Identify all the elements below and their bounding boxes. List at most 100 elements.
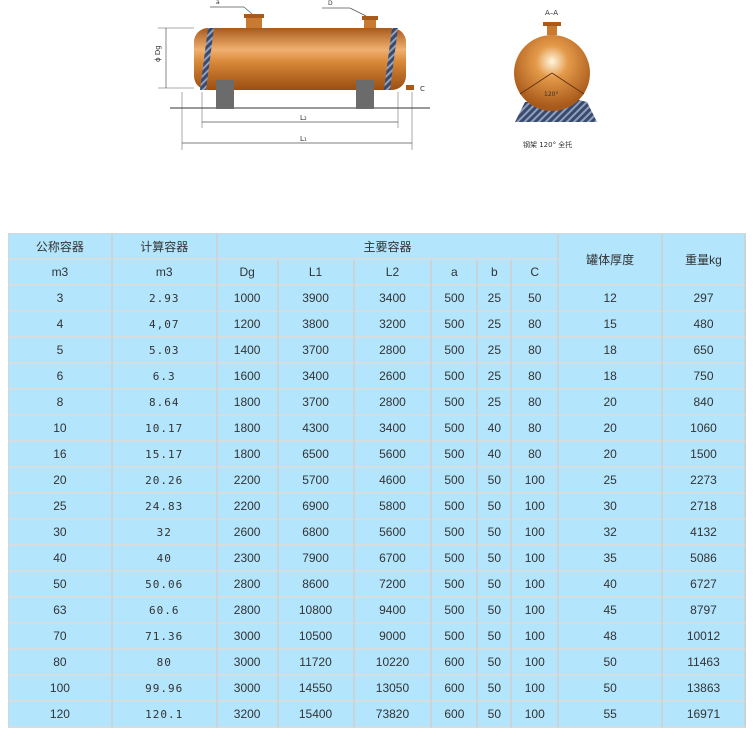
cell-l1: 3700 xyxy=(278,390,355,416)
table-row: 50 50.06 2800 8600 7200 500 50 100 40 6727 xyxy=(9,572,746,598)
cell-calc: 2.93 xyxy=(112,286,218,312)
section-caption: 钢架 120° 全托 xyxy=(523,140,572,149)
cell-calc: 6.3 xyxy=(112,364,218,390)
header-row-2: m3 m3 Dg L1 L2 a b C xyxy=(9,260,746,286)
cell-l2: 5600 xyxy=(354,442,433,468)
cell-weight: 2718 xyxy=(663,494,746,520)
cell-calc: 5.03 xyxy=(112,338,218,364)
cell-thickness: 50 xyxy=(559,676,664,702)
cell-dg: 2600 xyxy=(217,520,279,546)
cell-dg: 3000 xyxy=(217,676,279,702)
header-nominal: 公称容器 xyxy=(9,234,113,260)
cell-weight: 6727 xyxy=(663,572,746,598)
table-row: 30 32 2600 6800 5600 500 50 100 32 4132 xyxy=(9,520,746,546)
table-row: 8 8.64 1800 3700 2800 500 25 80 20 840 xyxy=(9,390,746,416)
cell-calc: 120.1 xyxy=(112,702,218,728)
cell-thickness: 20 xyxy=(559,390,664,416)
cell-l1: 15400 xyxy=(278,702,355,728)
header-nominal-unit: m3 xyxy=(9,260,113,286)
cell-nominal: 50 xyxy=(9,572,113,598)
cell-l2: 6700 xyxy=(354,546,433,572)
cell-l2: 10220 xyxy=(354,650,433,676)
cell-b: 50 xyxy=(478,572,513,598)
cell-nominal: 120 xyxy=(9,702,113,728)
cell-nominal: 40 xyxy=(9,546,113,572)
header-dg: Dg xyxy=(217,260,279,286)
cell-dg: 3000 xyxy=(217,650,279,676)
cell-nominal: 8 xyxy=(9,390,113,416)
cell-c: 80 xyxy=(512,338,560,364)
cell-c: 100 xyxy=(512,702,560,728)
header-calc: 计算容器 xyxy=(112,234,218,260)
cell-c: 100 xyxy=(512,520,560,546)
cell-thickness: 20 xyxy=(559,442,664,468)
cell-nominal: 5 xyxy=(9,338,113,364)
cell-a: 500 xyxy=(432,390,479,416)
cell-calc: 8.64 xyxy=(112,390,218,416)
label-a: a xyxy=(216,0,220,6)
cell-b: 40 xyxy=(478,416,513,442)
cell-calc: 60.6 xyxy=(112,598,218,624)
cell-l1: 3900 xyxy=(278,286,355,312)
table-row: 63 60.6 2800 10800 9400 500 50 100 45 8797 xyxy=(9,598,746,624)
header-thickness: 罐体厚度 xyxy=(559,234,664,286)
table-row: 70 71.36 3000 10500 9000 500 50 100 48 10012 xyxy=(9,624,746,650)
cell-l2: 13050 xyxy=(354,676,433,702)
cell-c: 80 xyxy=(512,442,560,468)
cell-l2: 3400 xyxy=(354,286,433,312)
cell-weight: 10012 xyxy=(663,624,746,650)
header-main: 主要容器 xyxy=(217,234,560,260)
cell-a: 500 xyxy=(432,312,479,338)
cell-b: 25 xyxy=(478,338,513,364)
cell-nominal: 80 xyxy=(9,650,113,676)
cell-b: 50 xyxy=(478,702,513,728)
cell-nominal: 4 xyxy=(9,312,113,338)
cell-calc: 10.17 xyxy=(112,416,218,442)
cell-l2: 3200 xyxy=(354,312,433,338)
header-row-1: 公称容器 计算容器 主要容器 罐体厚度 重量kg xyxy=(9,234,746,286)
table-row: 4 4,07 1200 3800 3200 500 25 80 15 480 xyxy=(9,312,746,338)
cell-nominal: 20 xyxy=(9,468,113,494)
table-row: 25 24.83 2200 6900 5800 500 50 100 30 2718 xyxy=(9,494,746,520)
label-l2: L₂ xyxy=(300,114,307,122)
cell-a: 600 xyxy=(432,676,479,702)
cell-thickness: 45 xyxy=(559,598,664,624)
cell-l2: 9000 xyxy=(354,624,433,650)
cell-l1: 7900 xyxy=(278,546,355,572)
cell-b: 50 xyxy=(478,494,513,520)
angle-label: 120° xyxy=(544,91,558,98)
cell-calc: 32 xyxy=(112,520,218,546)
cell-calc: 4,07 xyxy=(112,312,218,338)
cell-l1: 3400 xyxy=(278,364,355,390)
table-row: 80 80 3000 11720 10220 600 50 100 50 11463 xyxy=(9,650,746,676)
cell-a: 600 xyxy=(432,702,479,728)
cell-dg: 2200 xyxy=(217,468,279,494)
cell-l1: 3800 xyxy=(278,312,355,338)
cell-weight: 4132 xyxy=(663,520,746,546)
cell-a: 500 xyxy=(432,364,479,390)
cell-c: 100 xyxy=(512,598,560,624)
cell-dg: 2800 xyxy=(217,572,279,598)
cell-l1: 4300 xyxy=(278,416,355,442)
cell-b: 50 xyxy=(478,650,513,676)
cell-c: 80 xyxy=(512,364,560,390)
cell-c: 80 xyxy=(512,416,560,442)
cell-weight: 750 xyxy=(663,364,746,390)
cell-b: 40 xyxy=(478,442,513,468)
cell-weight: 840 xyxy=(663,390,746,416)
cell-thickness: 30 xyxy=(559,494,664,520)
tank-diagram: a D ϕ Dg C L₂ L₁ A–A 120° 钢架 120° 全托 xyxy=(154,0,597,150)
cell-c: 100 xyxy=(512,468,560,494)
cell-l1: 8600 xyxy=(278,572,355,598)
cell-calc: 50.06 xyxy=(112,572,218,598)
cell-nominal: 6 xyxy=(9,364,113,390)
table-row: 40 40 2300 7900 6700 500 50 100 35 5086 xyxy=(9,546,746,572)
cell-nominal: 100 xyxy=(9,676,113,702)
cell-b: 25 xyxy=(478,364,513,390)
section-label: A–A xyxy=(545,9,558,17)
cell-weight: 16971 xyxy=(663,702,746,728)
cell-thickness: 35 xyxy=(559,546,664,572)
tank-side-view: a D ϕ Dg C L₂ L₁ xyxy=(154,0,430,150)
cell-thickness: 15 xyxy=(559,312,664,338)
cell-weight: 297 xyxy=(663,286,746,312)
